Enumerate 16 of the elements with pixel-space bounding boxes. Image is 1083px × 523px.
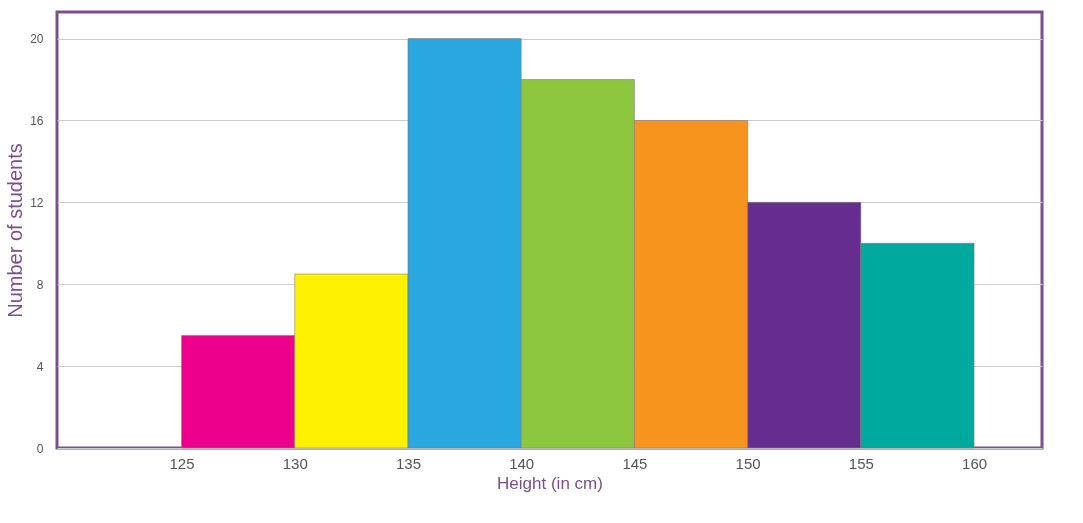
x-tick-label: 125 [169, 454, 195, 472]
y-tick-label: 20 [30, 32, 44, 47]
x-tick-label: 130 [282, 454, 308, 472]
x-tick-label: 150 [735, 454, 761, 472]
y-tick-label: 0 [36, 441, 44, 456]
y-axis-title: Number of students [4, 143, 27, 318]
y-tick-label: 12 [30, 195, 44, 210]
y-tick-label: 8 [36, 277, 44, 292]
x-axis-title: Height (in cm) [497, 473, 603, 493]
x-tick-label: 135 [395, 454, 421, 472]
x-tick-label: 155 [848, 454, 874, 472]
x-tick-label: 160 [962, 454, 988, 472]
x-tick-label: 140 [509, 454, 535, 472]
x-tick-label: 145 [622, 454, 648, 472]
y-tick-label: 16 [30, 113, 44, 128]
y-tick-label: 4 [36, 359, 44, 374]
